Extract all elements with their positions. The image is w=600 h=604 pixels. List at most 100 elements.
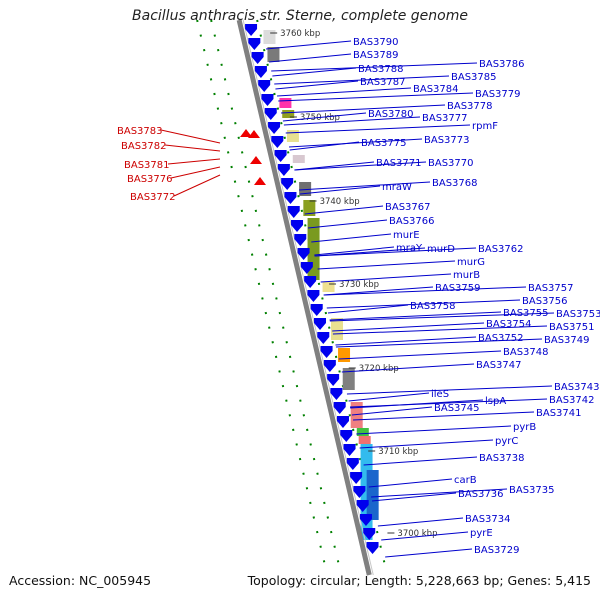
forward-gene-arrow[interactable]: [356, 500, 369, 512]
reverse-gene-label[interactable]: BAS3776: [127, 174, 173, 185]
forward-gene-arrow[interactable]: [333, 402, 346, 414]
forward-gene-label[interactable]: BAS3756: [522, 296, 568, 307]
forward-gene-arrow[interactable]: [268, 122, 281, 134]
forward-gene-label[interactable]: pyrC: [495, 436, 518, 447]
forward-gene-label[interactable]: BAS3773: [424, 135, 470, 146]
forward-gene-label[interactable]: BAS3790: [353, 37, 399, 48]
reverse-gene-label[interactable]: BAS3783: [117, 126, 163, 137]
forward-gene-label[interactable]: murE: [393, 230, 420, 241]
forward-gene-label[interactable]: BAS3748: [503, 347, 549, 358]
reverse-gene-arrow[interactable]: [248, 130, 260, 138]
forward-gene-label[interactable]: BAS3784: [413, 84, 459, 95]
forward-gene-label[interactable]: lspA: [485, 396, 506, 407]
forward-gene-label[interactable]: BAS3762: [478, 244, 524, 255]
forward-gene-label[interactable]: BAS3729: [474, 545, 520, 556]
forward-gene-label[interactable]: BAS3757: [528, 283, 574, 294]
forward-gene-arrow[interactable]: [251, 52, 264, 64]
forward-gene-arrow[interactable]: [359, 514, 372, 526]
forward-gene-label[interactable]: BAS3785: [451, 72, 497, 83]
forward-gene-arrow[interactable]: [287, 206, 300, 218]
forward-gene-arrow[interactable]: [310, 304, 323, 316]
forward-gene-arrow[interactable]: [258, 80, 271, 92]
forward-gene-arrow[interactable]: [340, 430, 353, 442]
forward-gene-label[interactable]: BAS3735: [509, 485, 555, 496]
forward-gene-arrow[interactable]: [363, 528, 376, 540]
forward-gene-arrow[interactable]: [294, 234, 307, 246]
forward-gene-arrow[interactable]: [277, 164, 290, 176]
reverse-gene-label[interactable]: BAS3772: [130, 192, 176, 203]
forward-gene-arrow[interactable]: [281, 178, 294, 190]
forward-gene-arrow[interactable]: [261, 94, 274, 106]
reverse-gene-label[interactable]: BAS3782: [121, 141, 167, 152]
forward-gene-label[interactable]: BAS3758: [410, 301, 456, 312]
forward-gene-arrow[interactable]: [327, 374, 340, 386]
forward-gene-label[interactable]: murG: [457, 257, 485, 268]
forward-gene-arrow[interactable]: [297, 248, 310, 260]
forward-gene-arrow[interactable]: [300, 262, 313, 274]
forward-gene-label[interactable]: BAS3787: [360, 77, 406, 88]
forward-gene-label[interactable]: BAS3768: [432, 178, 478, 189]
forward-gene-arrow[interactable]: [271, 136, 284, 148]
forward-gene-label[interactable]: BAS3738: [479, 453, 525, 464]
forward-gene-label[interactable]: BAS3770: [428, 158, 474, 169]
forward-gene-label[interactable]: BAS3753: [556, 309, 600, 320]
forward-gene-label[interactable]: BAS3780: [368, 109, 414, 120]
forward-gene-arrow[interactable]: [248, 38, 261, 50]
forward-gene-label[interactable]: BAS3766: [389, 216, 435, 227]
forward-gene-label[interactable]: mraY: [396, 243, 423, 254]
forward-gene-arrow[interactable]: [291, 220, 304, 232]
forward-gene-arrow[interactable]: [274, 150, 287, 162]
reverse-gene-arrow[interactable]: [240, 129, 252, 137]
forward-gene-label[interactable]: BAS3777: [422, 113, 468, 124]
forward-gene-arrow[interactable]: [343, 444, 356, 456]
forward-gene-label[interactable]: BAS3752: [478, 333, 524, 344]
forward-gene-arrow[interactable]: [320, 346, 333, 358]
forward-gene-arrow[interactable]: [284, 192, 297, 204]
forward-gene-label[interactable]: rpmF: [472, 121, 498, 132]
forward-gene-arrow[interactable]: [254, 66, 267, 78]
forward-gene-label[interactable]: BAS3747: [476, 360, 522, 371]
forward-gene-arrow[interactable]: [350, 472, 363, 484]
forward-gene-label[interactable]: BAS3759: [435, 283, 481, 294]
forward-gene-arrow[interactable]: [304, 276, 317, 288]
forward-gene-label[interactable]: BAS3767: [385, 202, 431, 213]
forward-gene-label[interactable]: carB: [454, 475, 477, 486]
forward-gene-label[interactable]: BAS3751: [549, 322, 595, 333]
forward-gene-label[interactable]: BAS3788: [358, 64, 404, 75]
forward-gene-arrow[interactable]: [323, 360, 336, 372]
forward-gene-label[interactable]: BAS3789: [353, 50, 399, 61]
forward-gene-label[interactable]: BAS3778: [447, 101, 493, 112]
forward-label-leader: [356, 425, 512, 435]
forward-gene-label[interactable]: pyrB: [513, 422, 536, 433]
forward-gene-arrow[interactable]: [366, 542, 379, 554]
forward-label-leader: [371, 492, 457, 502]
forward-gene-label[interactable]: BAS3734: [465, 514, 511, 525]
forward-gene-label[interactable]: pyrE: [470, 528, 493, 539]
forward-gene-label[interactable]: BAS3742: [549, 395, 595, 406]
forward-gene-arrow[interactable]: [307, 290, 320, 302]
forward-gene-arrow[interactable]: [336, 416, 349, 428]
forward-gene-arrow[interactable]: [264, 108, 277, 120]
forward-gene-arrow[interactable]: [317, 332, 330, 344]
forward-gene-label[interactable]: BAS3749: [544, 335, 590, 346]
forward-gene-label[interactable]: BAS3779: [475, 89, 521, 100]
forward-gene-arrow[interactable]: [330, 388, 343, 400]
forward-gene-label[interactable]: murB: [453, 270, 480, 281]
forward-gene-label[interactable]: ileS: [431, 389, 449, 400]
reverse-gene-arrow[interactable]: [250, 156, 262, 164]
reverse-gene-label[interactable]: BAS3781: [124, 160, 170, 171]
forward-gene-label[interactable]: BAS3743: [554, 382, 600, 393]
forward-gene-label[interactable]: BAS3754: [486, 319, 532, 330]
forward-gene-label[interactable]: BAS3736: [458, 489, 504, 500]
reverse-gene-arrow[interactable]: [254, 177, 266, 185]
forward-gene-label[interactable]: mraW: [382, 182, 412, 193]
forward-gene-label[interactable]: BAS3755: [503, 308, 549, 319]
forward-gene-arrow[interactable]: [353, 486, 366, 498]
forward-gene-arrow[interactable]: [346, 458, 359, 470]
forward-gene-arrow[interactable]: [245, 24, 258, 36]
forward-gene-label[interactable]: BAS3745: [434, 403, 480, 414]
forward-gene-label[interactable]: BAS3775: [361, 138, 407, 149]
forward-gene-label[interactable]: BAS3786: [479, 59, 525, 70]
forward-gene-label[interactable]: BAS3741: [536, 408, 582, 419]
forward-gene-arrow[interactable]: [314, 318, 327, 330]
